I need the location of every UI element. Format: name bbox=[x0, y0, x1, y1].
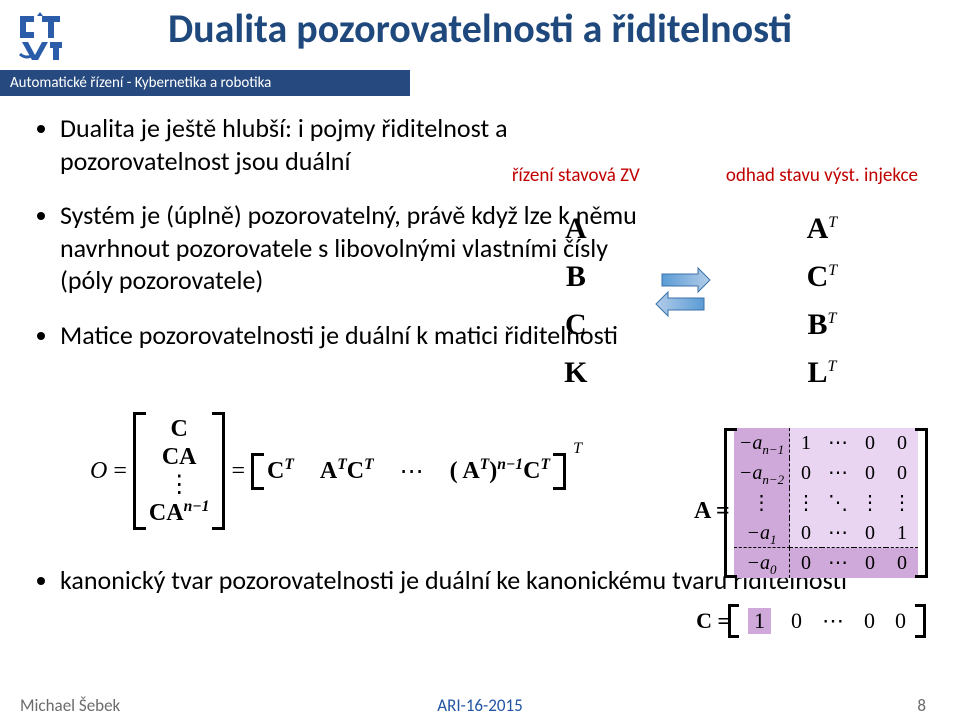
footer-course: ARI-16-2015 bbox=[437, 695, 522, 716]
O-symbol: O bbox=[90, 458, 107, 485]
col-C: C bbox=[171, 416, 188, 442]
dual-A-left: A bbox=[565, 212, 587, 246]
A-r2c5: 0 bbox=[886, 458, 918, 488]
dual-C-left: C bbox=[565, 308, 587, 342]
A-r3c4: ⋮ bbox=[854, 488, 886, 518]
A-r1c5: 0 bbox=[886, 428, 918, 458]
A-r4c1: −a1 bbox=[734, 518, 790, 548]
dual-arrows bbox=[654, 192, 712, 392]
page-title: Dualita pozorovatelnosti a řiditelnosti bbox=[0, 4, 960, 53]
A-r2c4: 0 bbox=[854, 458, 886, 488]
A-r1c2: 1 bbox=[790, 428, 822, 458]
A-r2c2: 0 bbox=[790, 458, 822, 488]
column-bracket: C CA ⋮ CAn−1 bbox=[133, 412, 226, 530]
C-c4: 0 bbox=[864, 608, 875, 634]
dual-left-col: řízení stavová ZV A B C K bbox=[512, 154, 640, 390]
col-vdots: ⋮ bbox=[167, 472, 191, 498]
A-r3c2: ⋮ bbox=[790, 488, 822, 518]
A-matrix: A = −an−1 1 ⋯ 0 0 −an−2 0 ⋯ 0 0 ⋮ ⋮ ⋱ ⋮ … bbox=[734, 428, 918, 578]
A-matrix-grid: −an−1 1 ⋯ 0 0 −an−2 0 ⋯ 0 0 ⋮ ⋮ ⋱ ⋮ ⋮ −a… bbox=[734, 428, 918, 578]
A-r2c1: −an−2 bbox=[734, 458, 790, 488]
footer: Michael Šebek ARI-16-2015 8 bbox=[0, 695, 960, 716]
equals: = bbox=[113, 458, 127, 485]
A-r5c5: 0 bbox=[886, 548, 918, 578]
footer-author: Michael Šebek bbox=[20, 695, 120, 716]
A-r5c4: 0 bbox=[854, 548, 886, 578]
observability-matrix-eq: O = C CA ⋮ CAn−1 = CT ATCT ⋯ ( AT)n−1CT … bbox=[90, 412, 566, 530]
C-c5: 0 bbox=[895, 608, 906, 634]
dual-head-left: řízení stavová ZV bbox=[512, 154, 640, 198]
col-CA: CA bbox=[162, 444, 197, 470]
A-r1c3: ⋯ bbox=[822, 428, 854, 458]
dual-K-left: K bbox=[564, 356, 587, 390]
duality-table: řízení stavová ZV A B C K odha bbox=[512, 154, 918, 392]
A-r1c4: 0 bbox=[854, 428, 886, 458]
C-c2: 0 bbox=[791, 608, 802, 634]
footer-page: 8 bbox=[917, 695, 926, 716]
A-r4c3: ⋯ bbox=[822, 518, 854, 548]
col-CAn1: CAn−1 bbox=[149, 500, 210, 526]
A-r5c2: 0 bbox=[790, 548, 822, 578]
A-r4c2: 0 bbox=[790, 518, 822, 548]
C-c1: 1 bbox=[748, 608, 771, 634]
dual-LT: LT bbox=[807, 356, 836, 390]
A-r5c3: ⋯ bbox=[822, 548, 854, 578]
A-r3c1: ⋮ bbox=[734, 488, 790, 518]
row-last: ( AT)n−1CT bbox=[450, 458, 550, 485]
C-vector: C = 1 0 ⋯ 0 0 bbox=[696, 604, 918, 638]
row-CT: CT bbox=[267, 458, 294, 485]
row-outer: CT ATCT ⋯ ( AT)n−1CT T bbox=[251, 453, 566, 490]
A-r1c1: −an−1 bbox=[734, 428, 790, 458]
row-cdots: ⋯ bbox=[400, 457, 424, 486]
A-r3c5: ⋮ bbox=[886, 488, 918, 518]
dual-head-right: odhad stavu výst. injekce bbox=[726, 154, 918, 198]
A-r3c3: ⋱ bbox=[822, 488, 854, 518]
C-label: C = bbox=[696, 608, 730, 634]
equals-2: = bbox=[231, 458, 245, 485]
course-ribbon: Automatické řízení - Kybernetika a robot… bbox=[0, 70, 410, 96]
A-r4c5: 1 bbox=[886, 518, 918, 548]
slide: Dualita pozorovatelnosti a řiditelnosti … bbox=[0, 0, 960, 724]
A-r5c1: −a0 bbox=[734, 548, 790, 578]
dual-CT: CT bbox=[807, 260, 838, 294]
dual-B-left: B bbox=[566, 260, 586, 294]
dual-AT: AT bbox=[807, 212, 838, 246]
C-c3: ⋯ bbox=[822, 608, 844, 634]
A-r2c3: ⋯ bbox=[822, 458, 854, 488]
dual-right-col: odhad stavu výst. injekce AT CT BT LT bbox=[726, 154, 918, 390]
row-ATCT: ATCT bbox=[320, 458, 374, 485]
A-r4c4: 0 bbox=[854, 518, 886, 548]
dual-BT: BT bbox=[807, 308, 836, 342]
